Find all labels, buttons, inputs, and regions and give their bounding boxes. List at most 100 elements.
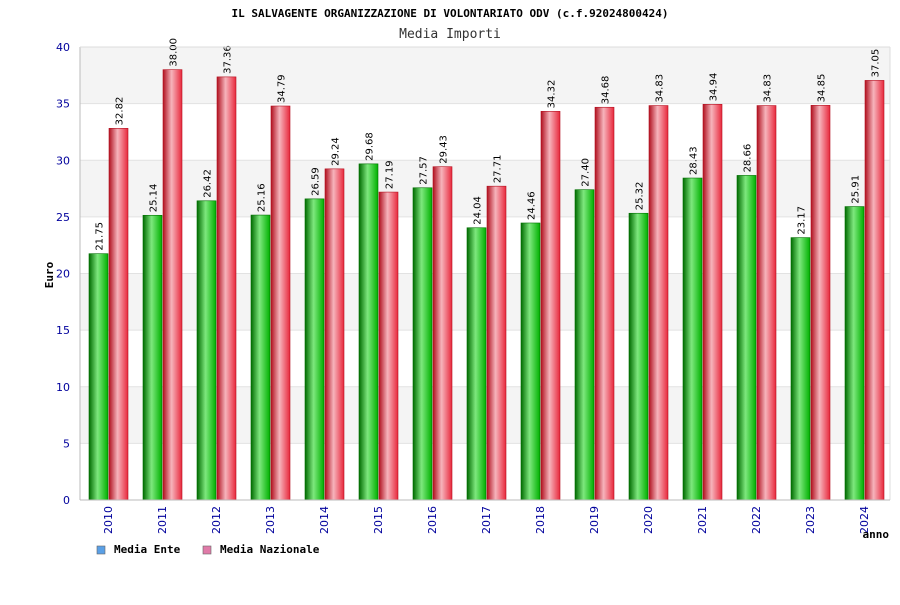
x-tick-label: 2024 xyxy=(858,506,871,534)
x-tick-label: 2014 xyxy=(318,506,331,534)
data-label: 37.05 xyxy=(871,49,882,78)
bar xyxy=(324,168,345,501)
y-tick-label: 20 xyxy=(56,268,70,281)
data-label: 24.04 xyxy=(473,196,484,225)
chart-subtitle: Media Importi xyxy=(399,27,501,42)
legend-label: Media Nazionale xyxy=(220,543,320,556)
bar xyxy=(432,166,453,501)
bar xyxy=(378,191,399,501)
x-axis: 2010 2011 2012 2013 2014 2015 2016 2017 2018 2019… xyxy=(80,499,890,534)
y-tick-label: 5 xyxy=(63,437,70,450)
bar xyxy=(520,222,541,501)
data-label: 27.19 xyxy=(385,160,396,189)
bar xyxy=(486,185,507,501)
bar xyxy=(682,177,703,501)
y-axis-label: Euro xyxy=(43,261,56,288)
y-tick-label: 0 xyxy=(63,494,70,507)
data-label: 38.00 xyxy=(169,38,180,67)
x-axis-label: anno xyxy=(863,528,890,541)
data-label: 25.91 xyxy=(851,175,862,204)
data-label: 21.75 xyxy=(95,222,106,251)
bar xyxy=(790,237,811,501)
x-tick-label: 2012 xyxy=(210,506,223,534)
y-axis: 0 5 10 15 20 25 30 35 40 xyxy=(56,41,891,507)
x-tick-label: 2011 xyxy=(156,506,169,534)
data-label: 26.42 xyxy=(203,169,214,198)
data-label: 32.82 xyxy=(115,97,126,126)
data-label: 37.36 xyxy=(223,45,234,74)
bar xyxy=(594,106,615,501)
x-tick-label: 2015 xyxy=(372,506,385,534)
data-label: 34.83 xyxy=(655,74,666,103)
x-tick-label: 2022 xyxy=(750,506,763,534)
bar xyxy=(304,198,325,501)
y-tick-label: 30 xyxy=(56,154,70,167)
data-label: 34.85 xyxy=(817,74,828,103)
bar xyxy=(540,111,561,501)
x-tick-label: 2020 xyxy=(642,506,655,534)
legend: Media Ente Media Nazionale xyxy=(96,543,320,556)
y-tick-label: 35 xyxy=(56,98,70,111)
chart-title: IL SALVAGENTE ORGANIZZAZIONE DI VOLONTAR… xyxy=(231,7,668,20)
y-tick-label: 15 xyxy=(56,324,70,337)
data-label: 29.24 xyxy=(331,137,342,166)
data-label: 23.17 xyxy=(797,206,808,235)
data-label: 34.94 xyxy=(709,73,720,102)
data-label: 29.68 xyxy=(365,132,376,161)
bar xyxy=(736,175,757,501)
data-label: 34.32 xyxy=(547,80,558,109)
plot-band xyxy=(80,47,890,104)
data-label: 27.71 xyxy=(493,155,504,184)
data-labels-group: 21.75 32.82 25.14 38.00 26.42 37.36 25.16 34.79… xyxy=(95,38,882,251)
bar xyxy=(844,206,865,501)
bar xyxy=(88,253,109,501)
data-label: 25.14 xyxy=(149,184,160,213)
bar xyxy=(756,105,777,501)
plot-band xyxy=(80,103,890,161)
data-label: 28.43 xyxy=(689,146,700,175)
x-tick-label: 2016 xyxy=(426,506,439,534)
bar xyxy=(412,187,433,501)
x-tick-label: 2021 xyxy=(696,506,709,534)
data-label: 25.16 xyxy=(257,183,268,212)
data-label: 26.59 xyxy=(311,167,322,196)
bar xyxy=(142,214,163,501)
bar xyxy=(648,105,669,501)
y-tick-label: 25 xyxy=(56,211,70,224)
bar xyxy=(250,214,271,501)
legend-swatch xyxy=(202,545,212,555)
bar xyxy=(864,80,885,501)
data-label: 28.66 xyxy=(743,144,754,173)
bar xyxy=(810,105,831,501)
x-tick-label: 2023 xyxy=(804,506,817,534)
x-tick-label: 2013 xyxy=(264,506,277,534)
bar xyxy=(574,189,595,501)
bar xyxy=(358,163,379,501)
x-tick-label: 2017 xyxy=(480,506,493,534)
data-label: 29.43 xyxy=(439,135,450,164)
data-label: 25.32 xyxy=(635,182,646,211)
y-tick-label: 10 xyxy=(56,381,70,394)
bar xyxy=(628,212,649,501)
data-label: 34.68 xyxy=(601,76,612,105)
bars-group xyxy=(88,69,885,501)
legend-swatch xyxy=(96,545,106,555)
data-label: 34.79 xyxy=(277,74,288,103)
legend-label: Media Ente xyxy=(114,543,181,556)
bar xyxy=(702,104,723,501)
x-tick-label: 2018 xyxy=(534,506,547,534)
bar xyxy=(216,76,237,501)
x-tick-label: 2010 xyxy=(102,506,115,534)
x-tick-label: 2019 xyxy=(588,506,601,534)
bar xyxy=(466,227,487,501)
bar xyxy=(162,69,183,501)
data-label: 27.40 xyxy=(581,158,592,187)
bar xyxy=(270,105,291,501)
bar xyxy=(196,200,217,501)
bar xyxy=(108,128,129,501)
data-label: 34.83 xyxy=(763,74,774,103)
data-label: 27.57 xyxy=(419,156,430,185)
data-label: 24.46 xyxy=(527,191,538,220)
